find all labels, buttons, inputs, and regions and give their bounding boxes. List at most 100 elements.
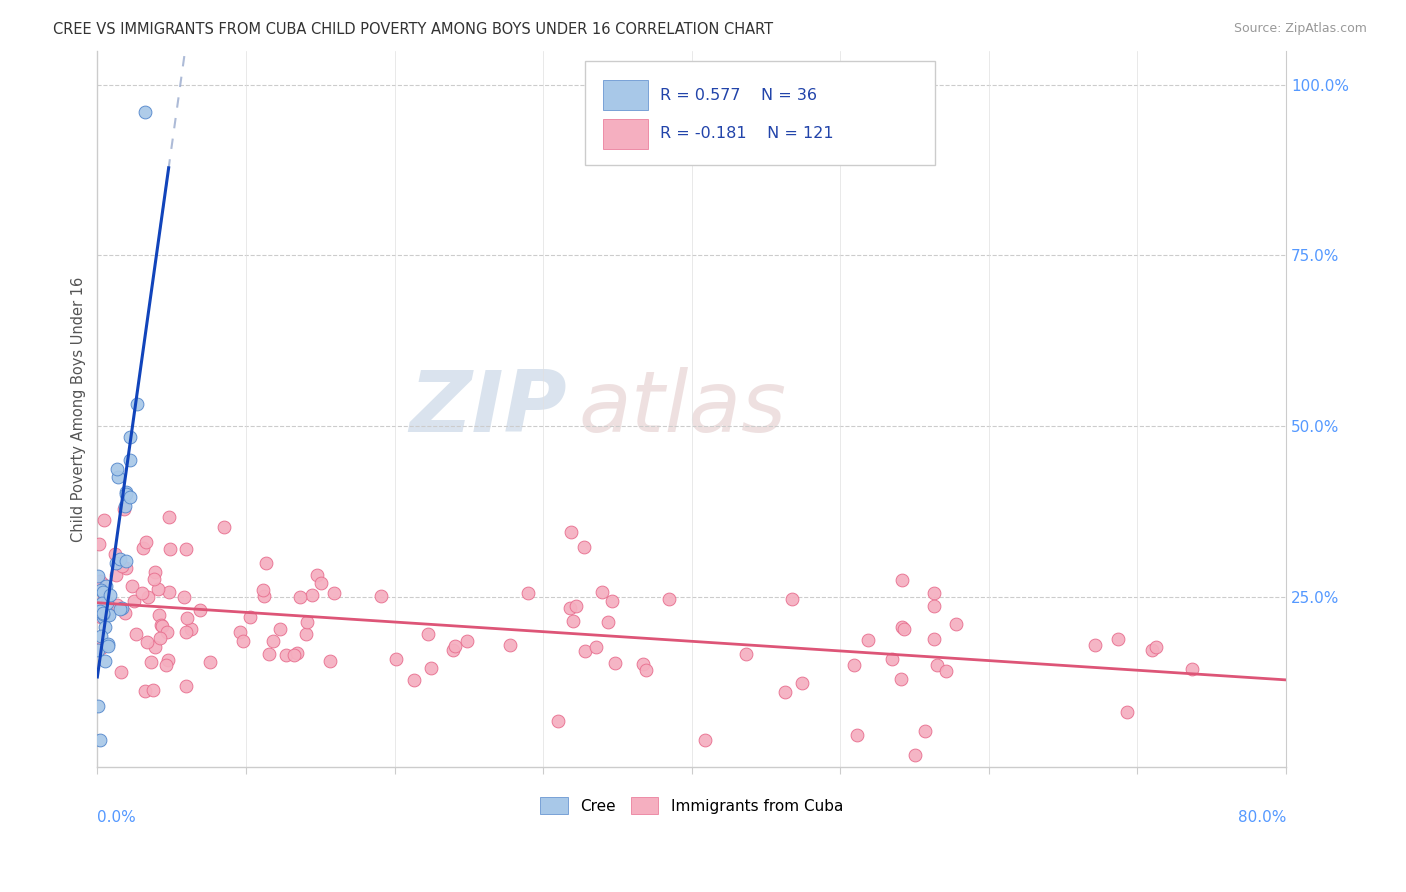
Point: [418, 627, 440, 641]
Point: [131, 586, 153, 600]
Point: [115, 561, 138, 575]
Point: [105, 568, 128, 582]
Point: [132, 541, 155, 555]
Point: [257, 647, 280, 661]
Point: [91, 606, 114, 620]
Point: [112, 501, 135, 516]
Point: [91, 585, 114, 599]
Point: [96, 608, 118, 623]
Point: [150, 617, 173, 632]
Point: [572, 540, 595, 554]
Point: [735, 647, 758, 661]
Point: [145, 640, 167, 654]
Point: [288, 590, 311, 604]
Text: ZIP: ZIP: [409, 368, 567, 450]
Point: [891, 573, 914, 587]
Point: [136, 591, 159, 605]
Point: [319, 654, 342, 668]
Point: [159, 542, 181, 557]
Point: [560, 524, 582, 539]
Point: [922, 632, 945, 646]
Point: [773, 685, 796, 699]
Point: [110, 665, 132, 679]
Point: [252, 583, 274, 598]
Point: [114, 484, 136, 499]
Point: [228, 625, 250, 640]
Point: [89, 604, 111, 618]
Point: [146, 582, 169, 597]
Point: [285, 646, 308, 660]
Point: [790, 676, 813, 690]
Point: [87, 643, 110, 657]
Point: [456, 633, 478, 648]
Point: [1084, 638, 1107, 652]
Point: [631, 657, 654, 671]
Point: [858, 632, 880, 647]
Point: [636, 663, 658, 677]
Point: [114, 500, 136, 514]
Point: [142, 682, 165, 697]
Point: [370, 589, 392, 603]
Point: [107, 470, 129, 484]
Point: [274, 648, 297, 662]
Point: [98, 589, 121, 603]
Point: [404, 673, 426, 687]
Point: [108, 551, 131, 566]
Point: [922, 586, 945, 600]
Point: [90, 629, 112, 643]
Point: [110, 601, 132, 615]
Point: [115, 554, 138, 568]
Text: R = 0.577    N = 36: R = 0.577 N = 36: [659, 87, 817, 103]
Point: [89, 574, 111, 589]
Bar: [603, 80, 648, 110]
Point: [322, 586, 344, 600]
Point: [232, 633, 254, 648]
Point: [94, 654, 117, 668]
Point: [157, 510, 180, 524]
Point: [444, 639, 467, 653]
Point: [562, 614, 585, 628]
Point: [97, 640, 120, 654]
Point: [143, 572, 166, 586]
Point: [283, 648, 305, 662]
Text: Source: ZipAtlas.com: Source: ZipAtlas.com: [1233, 22, 1367, 36]
Point: [188, 603, 211, 617]
Point: [96, 596, 118, 610]
Point: [305, 568, 328, 582]
Point: [125, 397, 148, 411]
Point: [152, 619, 174, 633]
Point: [94, 620, 117, 634]
Point: [845, 728, 868, 742]
Point: [844, 658, 866, 673]
Point: [880, 652, 903, 666]
Point: [385, 652, 408, 666]
Y-axis label: Child Poverty Among Boys Under 16: Child Poverty Among Boys Under 16: [72, 277, 86, 541]
Point: [97, 637, 120, 651]
Point: [891, 620, 914, 634]
Point: [94, 579, 117, 593]
Point: [1108, 632, 1130, 646]
Point: [253, 589, 276, 603]
Point: [547, 714, 569, 729]
Point: [695, 733, 717, 747]
Point: [134, 683, 156, 698]
Point: [294, 627, 316, 641]
Point: [141, 656, 163, 670]
Point: [173, 590, 195, 604]
Point: [93, 513, 115, 527]
Point: [118, 452, 141, 467]
Text: R = -0.181    N = 121: R = -0.181 N = 121: [659, 127, 834, 141]
Point: [122, 594, 145, 608]
Text: 80.0%: 80.0%: [1237, 810, 1286, 825]
Point: [143, 565, 166, 579]
Point: [239, 609, 262, 624]
Point: [91, 610, 114, 624]
Point: [598, 615, 620, 629]
Point: [780, 592, 803, 607]
Point: [180, 623, 202, 637]
Point: [111, 558, 134, 573]
Point: [104, 547, 127, 561]
Legend: Cree, Immigrants from Cuba: Cree, Immigrants from Cuba: [534, 790, 849, 821]
Point: [198, 655, 221, 669]
Point: [90, 583, 112, 598]
